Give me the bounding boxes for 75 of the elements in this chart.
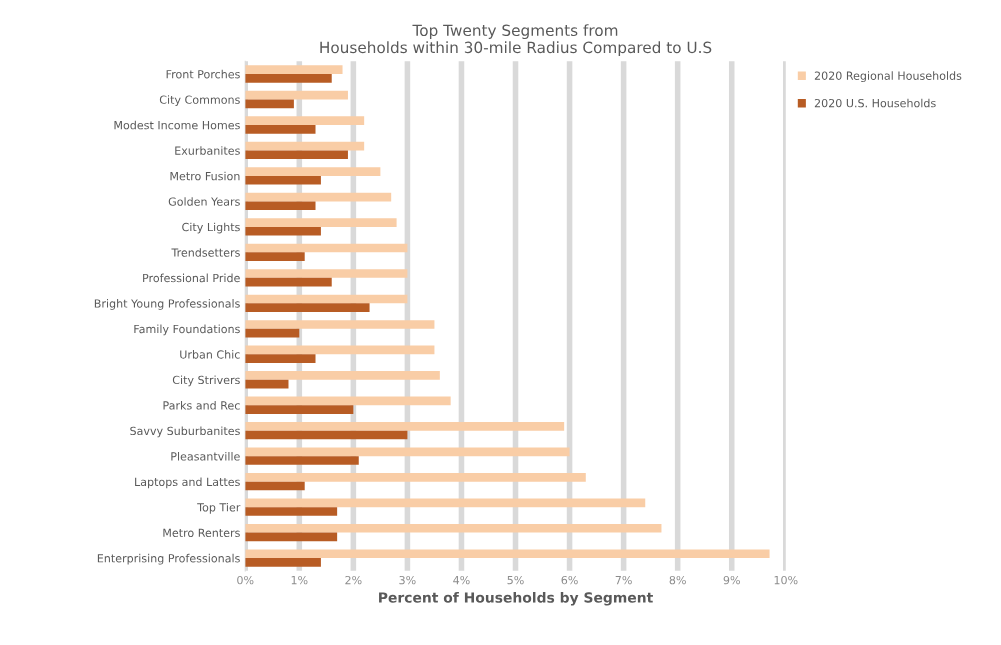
bar — [245, 141, 365, 151]
y-tick-label: Family Foundations — [134, 324, 240, 336]
bar — [245, 320, 435, 329]
y-tick-label: City Commons — [159, 95, 240, 107]
bar — [245, 167, 381, 176]
y-tick-label: Exurbanites — [175, 146, 240, 155]
y-tick-label: Parks and Rec — [163, 401, 240, 410]
bar — [245, 99, 294, 109]
y-tick-label: Front Porches — [166, 69, 240, 79]
bar — [245, 252, 305, 262]
x-tick-label: 3% — [399, 575, 416, 585]
bar — [245, 396, 451, 406]
bar — [245, 192, 392, 202]
bar — [245, 218, 397, 227]
bar — [245, 549, 770, 559]
bar — [245, 422, 565, 431]
y-tick-label: Trendsetters — [171, 248, 240, 257]
bar — [245, 65, 343, 75]
x-tick-label: 5% — [507, 575, 524, 585]
y-tick-label: Professional Pride — [143, 273, 240, 283]
y-tick-label: Golden Years — [168, 197, 240, 206]
legend-label: 2020 Regional Households — [814, 71, 962, 83]
bar — [245, 150, 348, 160]
x-tick-label: 7% — [615, 575, 632, 585]
y-tick-label: Metro Fusion — [170, 171, 240, 181]
x-tick-label: 4% — [453, 575, 470, 585]
bar — [245, 456, 359, 465]
x-axis-title: Percent of Households by Segment — [379, 592, 653, 606]
bar — [245, 269, 408, 278]
y-tick-label: Urban Chic — [180, 350, 240, 359]
legend-label: 2020 U.S. Households — [814, 98, 936, 108]
bar — [245, 294, 408, 304]
bar — [245, 379, 289, 389]
bar — [245, 116, 365, 125]
bar — [245, 201, 316, 211]
y-tick-label: Metro Renters — [163, 528, 240, 537]
y-tick-label: City Lights — [182, 222, 240, 234]
x-tick-label: 9% — [723, 575, 740, 585]
x-tick-label: 10% — [774, 575, 798, 585]
bar — [245, 243, 408, 253]
bar — [245, 405, 354, 414]
bar — [245, 175, 321, 185]
chart-title: Top Twenty Segments from Households within 30-mile Radius Compared to U.S — [320, 24, 712, 57]
bar — [245, 328, 300, 338]
x-tick-label: 0% — [237, 575, 254, 585]
y-tick-label: City Strivers — [172, 375, 240, 387]
x-tick-label: 2% — [345, 575, 362, 585]
x-tick-label: 1% — [291, 575, 308, 585]
bar — [245, 371, 440, 380]
bar — [245, 90, 348, 100]
y-tick-label: Savvy Suburbanites — [130, 426, 240, 438]
bar — [245, 354, 316, 363]
y-tick-label: Enterprising Professionals — [97, 553, 240, 565]
bar — [245, 226, 321, 236]
bar — [245, 447, 570, 457]
bar — [245, 523, 662, 533]
y-tick-label: Top Tier — [197, 502, 241, 514]
y-tick-label: Pleasantville — [171, 451, 240, 461]
y-tick-label: Bright Young Professionals — [94, 299, 240, 310]
bar — [245, 472, 586, 482]
bar — [245, 430, 408, 440]
bar — [245, 277, 332, 287]
x-tick-label: 6% — [561, 575, 578, 585]
bar — [245, 481, 305, 491]
bar — [245, 74, 332, 83]
bar — [245, 558, 321, 567]
bar — [245, 345, 435, 355]
bar — [245, 498, 646, 508]
bar — [245, 532, 338, 542]
y-tick-label: Laptops and Lattes — [135, 477, 240, 489]
bar — [245, 124, 316, 134]
bar — [245, 507, 338, 516]
y-tick-label: Modest Income Homes — [114, 120, 240, 130]
x-tick-label: 8% — [669, 575, 686, 585]
bar — [245, 303, 370, 312]
